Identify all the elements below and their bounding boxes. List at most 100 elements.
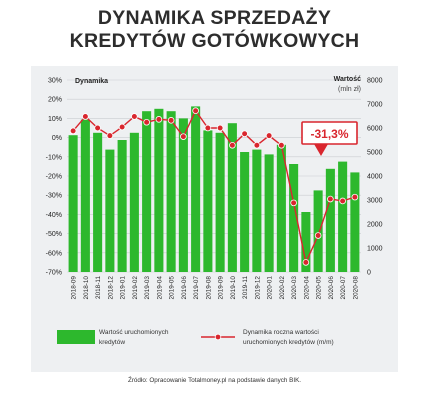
line-point [216, 124, 224, 132]
legend-bar-label-line1: Wartość uruchomionych [99, 329, 169, 336]
bar [154, 108, 164, 272]
right-tick-label: 7000 [367, 102, 383, 109]
x-tick-label: 2019-07 [193, 276, 200, 300]
bar [129, 132, 139, 272]
left-tick-label: -30% [46, 193, 62, 200]
x-tick-label: 2019-12 [254, 276, 261, 300]
line-point [143, 118, 150, 126]
x-tick-label: 2018-09 [71, 276, 78, 300]
bar [191, 106, 201, 273]
x-tick-label: 2020-06 [328, 276, 335, 300]
bar [68, 135, 78, 272]
annotation-label: -31,3% [310, 127, 348, 141]
right-tick-label: 0 [367, 270, 371, 277]
left-tick-label: -60% [46, 250, 62, 257]
left-tick-label: -10% [46, 154, 62, 161]
source-note: Źródło: Opracowanie Totalmoney.pl na pod… [127, 377, 302, 384]
line-point [204, 124, 212, 132]
line-point [327, 195, 334, 203]
line-point [339, 197, 346, 205]
line-point [290, 199, 297, 207]
bar [178, 118, 188, 273]
x-tick-label: 2018-11 [95, 276, 102, 299]
line-point [314, 232, 322, 239]
chart-svg: 30% 20% 10% 0% -10% -20% -30% -40% -50% -60% -70% 8… [46, 76, 383, 346]
bar [203, 130, 213, 272]
x-tick-label: 2019-03 [144, 276, 151, 300]
left-tick-label: -70% [46, 270, 62, 277]
left-tick-label: 0% [52, 135, 62, 142]
x-tick-label: 2019-06 [181, 276, 188, 300]
x-tick-label: 2020-07 [340, 276, 347, 300]
legend-line-label-line2: uruchomionych kredytów (m/m) [243, 339, 334, 346]
line-point [94, 124, 101, 132]
line-point [69, 127, 77, 135]
bar [227, 123, 237, 272]
left-tick-label: 10% [48, 116, 62, 123]
x-tick-label: 2019-02 [132, 276, 139, 300]
x-tick-label: 2019-04 [156, 276, 163, 300]
bar [301, 212, 311, 272]
bar [117, 140, 127, 272]
line-point [82, 113, 89, 120]
line-point [253, 141, 261, 149]
bar [215, 132, 225, 272]
x-tick-label: 2020-02 [279, 276, 286, 300]
x-tick-label: 2019-05 [169, 276, 176, 300]
chart-title-line1: DYNAMIKA SPRZEDAŻY [97, 7, 332, 29]
x-tick-label: 2018-12 [107, 276, 114, 300]
line-point [180, 133, 187, 140]
left-tick-label: -40% [46, 212, 62, 219]
bar [289, 164, 299, 272]
bar [240, 152, 250, 272]
x-tick-label: 2018-10 [83, 276, 90, 300]
legend-bar-swatch [57, 330, 95, 344]
x-tick-label: 2020-03 [291, 276, 298, 300]
legend-line-marker [214, 333, 222, 341]
right-tick-label: 3000 [367, 198, 383, 205]
right-axis-title-line2: (mln zł) [338, 86, 361, 93]
x-tick-label: 2019-01 [120, 276, 127, 300]
left-tick-label: 20% [48, 97, 62, 104]
x-tick-label: 2020-04 [303, 276, 310, 300]
right-tick-label: 1000 [367, 246, 383, 253]
bar [93, 132, 103, 272]
legend-line-label-line1: Dynamika roczna wartości [243, 329, 319, 336]
line-point [278, 141, 285, 149]
line-point [106, 132, 114, 139]
line-point [241, 130, 248, 138]
x-tick-label: 2019-09 [218, 276, 225, 300]
line-point [118, 123, 126, 131]
x-tick-label: 2019-11 [242, 276, 249, 299]
left-tick-label: -20% [46, 174, 62, 181]
bar [264, 154, 274, 272]
left-axis-title: Dynamika [75, 78, 108, 85]
legend-bar-label-line2: kredytów [99, 339, 125, 346]
line-point [265, 132, 273, 139]
bar [350, 172, 360, 272]
right-tick-label: 4000 [367, 174, 383, 181]
bar [80, 119, 90, 272]
right-axis-title-line1: Wartość [334, 76, 361, 83]
right-tick-label: 8000 [367, 78, 383, 85]
bar [338, 161, 348, 272]
x-tick-label: 2020-01 [267, 276, 274, 300]
x-tick-label: 2020-08 [352, 276, 359, 300]
bar [276, 144, 286, 272]
right-tick-label: 6000 [367, 126, 383, 133]
right-tick-label: 5000 [367, 150, 383, 157]
line-point [192, 107, 199, 115]
chart-title-line2: KREDYTÓW GOTÓWKOWYCH [69, 30, 360, 52]
x-tick-label: 2020-05 [316, 276, 323, 300]
bar [313, 190, 323, 272]
line-point [229, 141, 236, 149]
bar [252, 149, 262, 272]
x-tick-label: 2019-08 [205, 276, 212, 300]
bar [325, 168, 335, 272]
x-tick-label: 2019-10 [230, 276, 237, 300]
left-tick-label: 30% [48, 78, 62, 85]
left-tick-label: -50% [46, 231, 62, 238]
line-point [155, 116, 163, 123]
line-point [167, 117, 175, 124]
bar [166, 111, 176, 272]
